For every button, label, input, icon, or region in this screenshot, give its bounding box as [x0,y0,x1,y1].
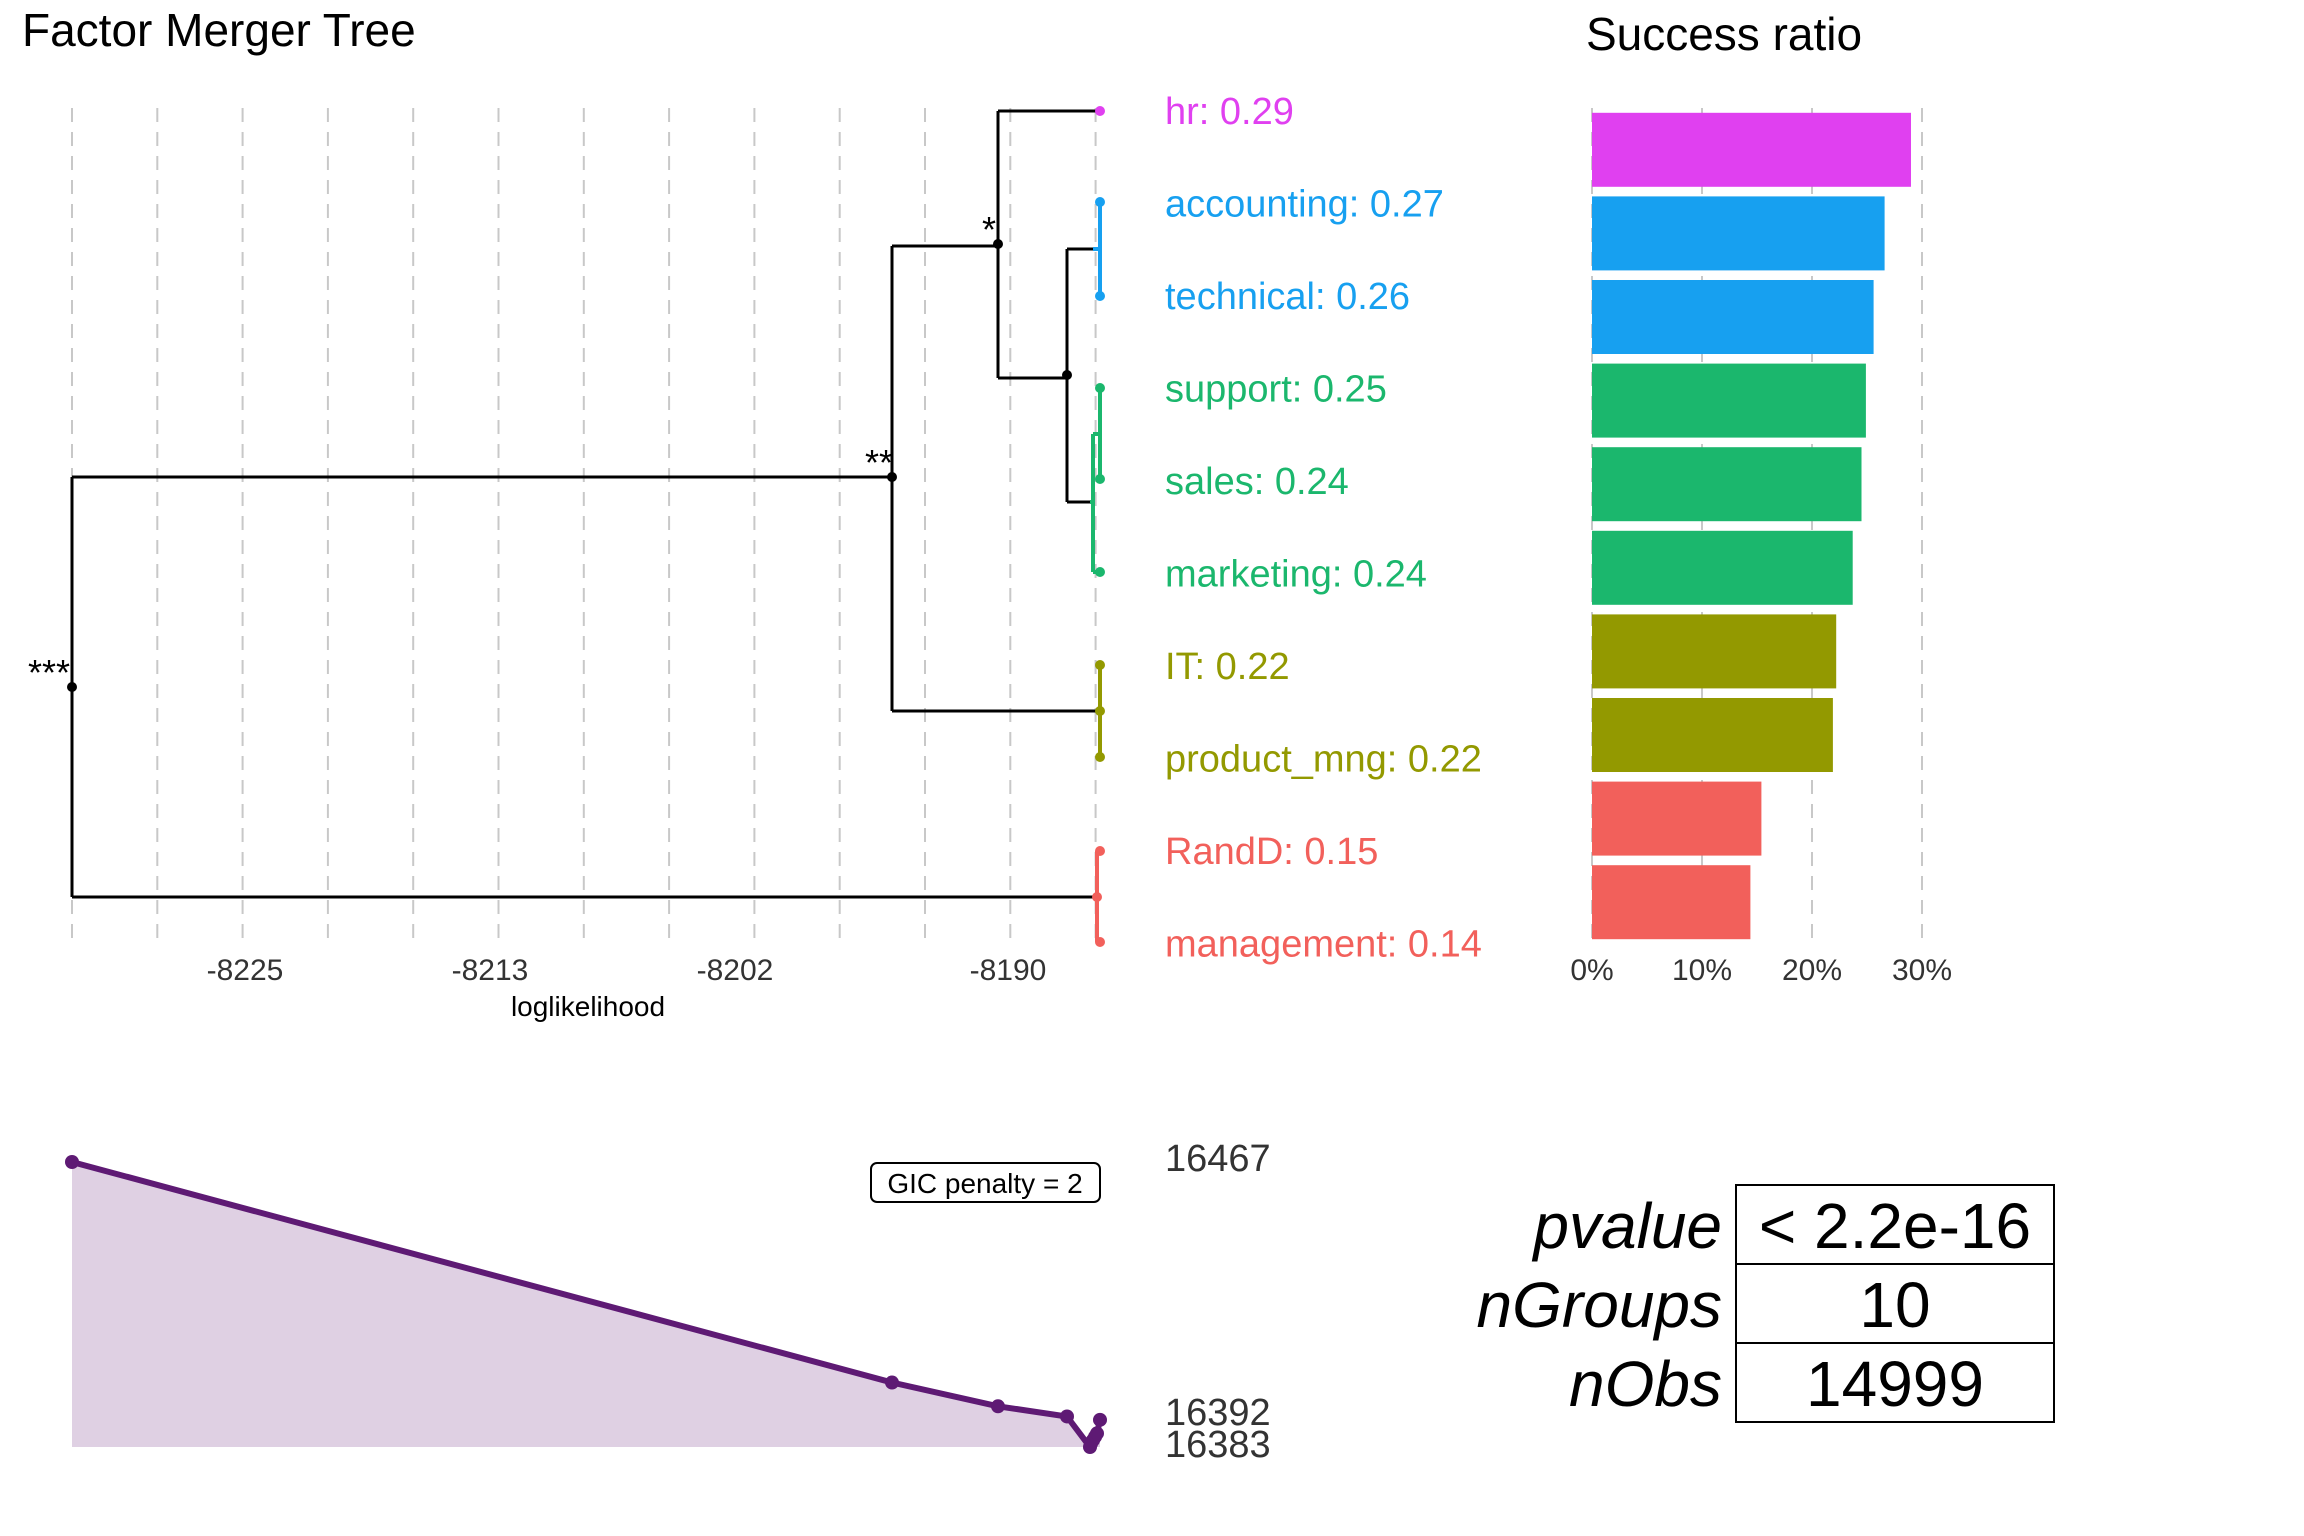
bar-gridlines [1591,108,1923,942]
significance-level2: ** [865,442,893,483]
group-label: technical: 0.26 [1165,276,1410,318]
tree-x-tick-label: -8225 [207,954,284,987]
success-bar-IT [1592,614,1837,689]
point-IT [1095,660,1105,670]
tree-node-level4 [1062,370,1072,380]
gic-y-label-top: 16467 [1165,1138,1271,1180]
group-label: accounting: 0.27 [1165,184,1444,226]
tree-x-axis-label: loglikelihood [511,991,665,1022]
bar-x-tick-label: 10% [1672,954,1732,987]
bar-x-tick-label: 30% [1892,954,1952,987]
stats-table-border [1735,1184,2055,1423]
point-support [1095,383,1105,393]
group-label: support: 0.25 [1165,369,1387,411]
significance-root: *** [28,652,70,693]
gic-penalty-label: GIC penalty = 2 [887,1168,1082,1199]
point-marketing [1095,567,1105,577]
tree-node-level2 [887,472,897,482]
bracket-green [1090,388,1102,574]
stats-table: pvalue nGroups nObs < 2.2e-16 10 14999 [1477,1184,2055,1423]
gic-point [991,1399,1005,1414]
point-hr [1095,106,1105,116]
success-bar-accounting [1592,196,1885,271]
success-bar-product_mng [1592,698,1833,772]
tree-gridlines [71,108,1097,942]
point-management [1095,937,1105,947]
tree-branch-level3 [996,109,1100,380]
success-bar-RandD [1592,781,1762,856]
group-labels: hr: 0.29 accounting: 0.27 technical: 0.26 s… [1165,91,1482,966]
tree-branch-level2 [890,244,1100,713]
tree-x-tick-label: -8213 [452,954,529,987]
tree-title: Factor Merger Tree [22,4,416,56]
point-product-mng [1095,752,1105,762]
tree-x-tick-label: -8190 [970,954,1047,987]
group-label: marketing: 0.24 [1165,554,1427,596]
point-red-mid [1092,892,1102,902]
bracket-blue [1093,202,1102,296]
group-label: hr: 0.29 [1165,91,1294,133]
success-ratio-title: Success ratio [1586,8,1862,60]
bar-x-ticks: 0% 10% 20% 30% [1570,954,1952,987]
tree-branches [70,109,1100,899]
tree-node-level3 [993,239,1003,249]
point-RandD [1095,846,1105,856]
gic-point [885,1375,899,1390]
success-bar-technical [1592,280,1874,354]
bracket-points [1092,106,1105,947]
gic-points [65,1155,1107,1454]
point-accounting [1095,197,1105,207]
gic-point [65,1155,79,1169]
stats-label-pvalue: pvalue [1531,1190,1722,1262]
success-bar-support [1592,363,1866,438]
group-label: IT: 0.22 [1165,646,1290,688]
gic-y-label-bottom: 16383 [1165,1424,1271,1466]
bar-x-tick-label: 0% [1570,954,1613,987]
bar-x-tick-label: 20% [1782,954,1842,987]
stats-label-ngroups: nGroups [1477,1269,1722,1341]
group-label: sales: 0.24 [1165,461,1349,503]
success-ratio-bars [1592,112,1911,940]
significance-level3: * [982,209,996,250]
tree-node-root [67,682,77,692]
group-label: product_mng: 0.22 [1165,739,1482,781]
group-label: RandD: 0.15 [1165,831,1378,873]
stats-value-pvalue: < 2.2e-16 [1759,1190,2031,1262]
stats-value-ngroups: 10 [1859,1269,1930,1341]
gic-point [1060,1409,1074,1424]
success-bar-marketing [1592,530,1853,605]
gic-penalty-box [870,1162,1101,1203]
success-bar-hr [1592,112,1911,187]
gic-point [1093,1412,1107,1427]
tree-x-ticks: -8225 -8213 -8202 -8190 [207,954,1047,987]
gic-y-label-mid: 16392 [1165,1392,1271,1434]
stats-label-nobs: nObs [1569,1348,1722,1420]
tree-nodes [67,239,1072,692]
success-bar-sales [1592,447,1862,522]
gic-point [1090,1426,1104,1441]
point-sales [1095,474,1105,484]
point-technical [1095,291,1105,301]
stats-value-nobs: 14999 [1806,1348,1984,1420]
tree-x-tick-label: -8202 [697,954,774,987]
success-bar-management [1592,865,1751,940]
point-olive-mid [1095,706,1105,716]
group-label: management: 0.14 [1165,924,1482,966]
